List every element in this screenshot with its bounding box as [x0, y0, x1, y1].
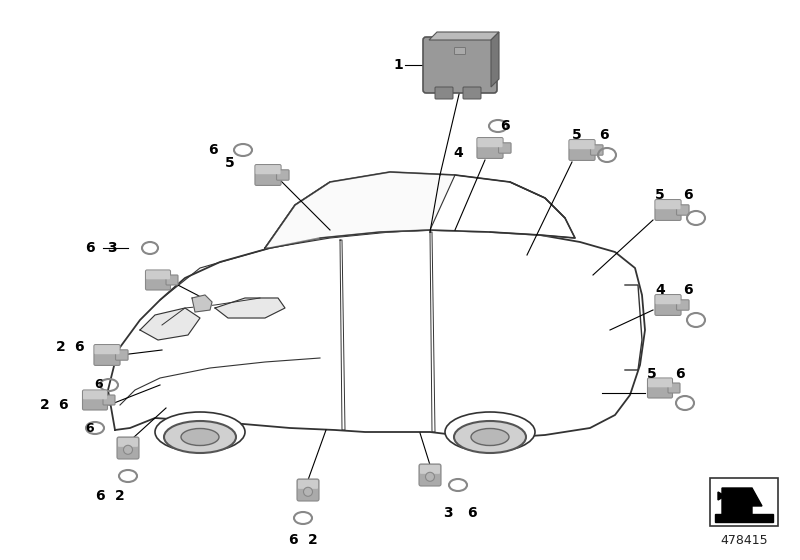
FancyBboxPatch shape	[463, 87, 481, 99]
Text: 6: 6	[74, 340, 84, 354]
FancyBboxPatch shape	[117, 437, 139, 459]
Polygon shape	[715, 514, 773, 522]
FancyBboxPatch shape	[655, 200, 681, 209]
Polygon shape	[215, 298, 285, 318]
Text: 6: 6	[288, 533, 298, 547]
FancyBboxPatch shape	[146, 270, 170, 279]
Ellipse shape	[454, 421, 526, 453]
Text: 6: 6	[208, 143, 218, 157]
FancyBboxPatch shape	[454, 48, 466, 54]
Text: 2: 2	[40, 398, 50, 412]
Polygon shape	[722, 488, 762, 514]
FancyBboxPatch shape	[677, 300, 689, 310]
FancyBboxPatch shape	[655, 295, 681, 304]
FancyBboxPatch shape	[298, 480, 318, 489]
FancyBboxPatch shape	[648, 379, 672, 388]
Ellipse shape	[303, 487, 313, 496]
FancyBboxPatch shape	[498, 143, 511, 153]
Text: 5: 5	[225, 156, 235, 170]
Polygon shape	[140, 308, 200, 340]
Text: 2: 2	[308, 533, 318, 547]
Polygon shape	[718, 492, 725, 500]
Ellipse shape	[123, 445, 133, 454]
Ellipse shape	[181, 428, 219, 446]
Polygon shape	[265, 172, 575, 248]
FancyBboxPatch shape	[419, 464, 441, 486]
FancyBboxPatch shape	[277, 170, 289, 180]
FancyBboxPatch shape	[83, 390, 107, 399]
FancyBboxPatch shape	[94, 345, 119, 354]
FancyBboxPatch shape	[297, 479, 319, 501]
FancyBboxPatch shape	[569, 139, 595, 160]
Text: 3: 3	[107, 241, 117, 255]
Ellipse shape	[445, 412, 535, 452]
FancyBboxPatch shape	[677, 205, 689, 215]
FancyBboxPatch shape	[94, 344, 120, 366]
Text: 6: 6	[85, 241, 95, 255]
Text: 6: 6	[58, 398, 68, 412]
Polygon shape	[265, 172, 455, 248]
Text: 2: 2	[115, 489, 125, 503]
FancyBboxPatch shape	[655, 295, 681, 315]
FancyBboxPatch shape	[647, 378, 673, 398]
Text: 5: 5	[655, 188, 665, 202]
Text: 6: 6	[500, 119, 510, 133]
Text: 4: 4	[655, 283, 665, 297]
FancyBboxPatch shape	[477, 138, 503, 158]
Ellipse shape	[155, 412, 245, 452]
FancyBboxPatch shape	[570, 140, 594, 149]
Polygon shape	[491, 32, 499, 87]
Text: 4: 4	[453, 146, 463, 160]
Ellipse shape	[471, 428, 509, 446]
FancyBboxPatch shape	[166, 275, 178, 285]
FancyBboxPatch shape	[420, 465, 440, 474]
FancyBboxPatch shape	[423, 37, 497, 93]
Text: 478415: 478415	[720, 534, 768, 547]
Text: 6: 6	[94, 379, 103, 391]
Text: 6: 6	[86, 422, 94, 435]
Text: 6: 6	[683, 283, 693, 297]
FancyBboxPatch shape	[255, 165, 281, 174]
Text: 5: 5	[572, 128, 582, 142]
FancyBboxPatch shape	[435, 87, 453, 99]
FancyBboxPatch shape	[103, 395, 115, 405]
Text: 5: 5	[647, 367, 657, 381]
FancyBboxPatch shape	[590, 145, 603, 155]
Text: 6: 6	[95, 489, 105, 503]
Polygon shape	[108, 230, 645, 438]
Text: 6: 6	[467, 506, 477, 520]
Ellipse shape	[426, 472, 434, 481]
Text: 1: 1	[393, 58, 403, 72]
FancyBboxPatch shape	[478, 138, 502, 147]
FancyBboxPatch shape	[146, 270, 170, 290]
Polygon shape	[192, 295, 212, 312]
Text: 6: 6	[599, 128, 609, 142]
FancyBboxPatch shape	[655, 199, 681, 221]
FancyBboxPatch shape	[255, 165, 281, 185]
FancyBboxPatch shape	[668, 383, 680, 393]
FancyBboxPatch shape	[115, 350, 128, 360]
Text: 3: 3	[443, 506, 453, 520]
Text: 2: 2	[56, 340, 66, 354]
FancyBboxPatch shape	[82, 390, 107, 410]
Text: 6: 6	[675, 367, 685, 381]
FancyBboxPatch shape	[118, 438, 138, 447]
Polygon shape	[429, 32, 499, 40]
FancyBboxPatch shape	[710, 478, 778, 526]
Text: 6: 6	[683, 188, 693, 202]
Ellipse shape	[164, 421, 236, 453]
